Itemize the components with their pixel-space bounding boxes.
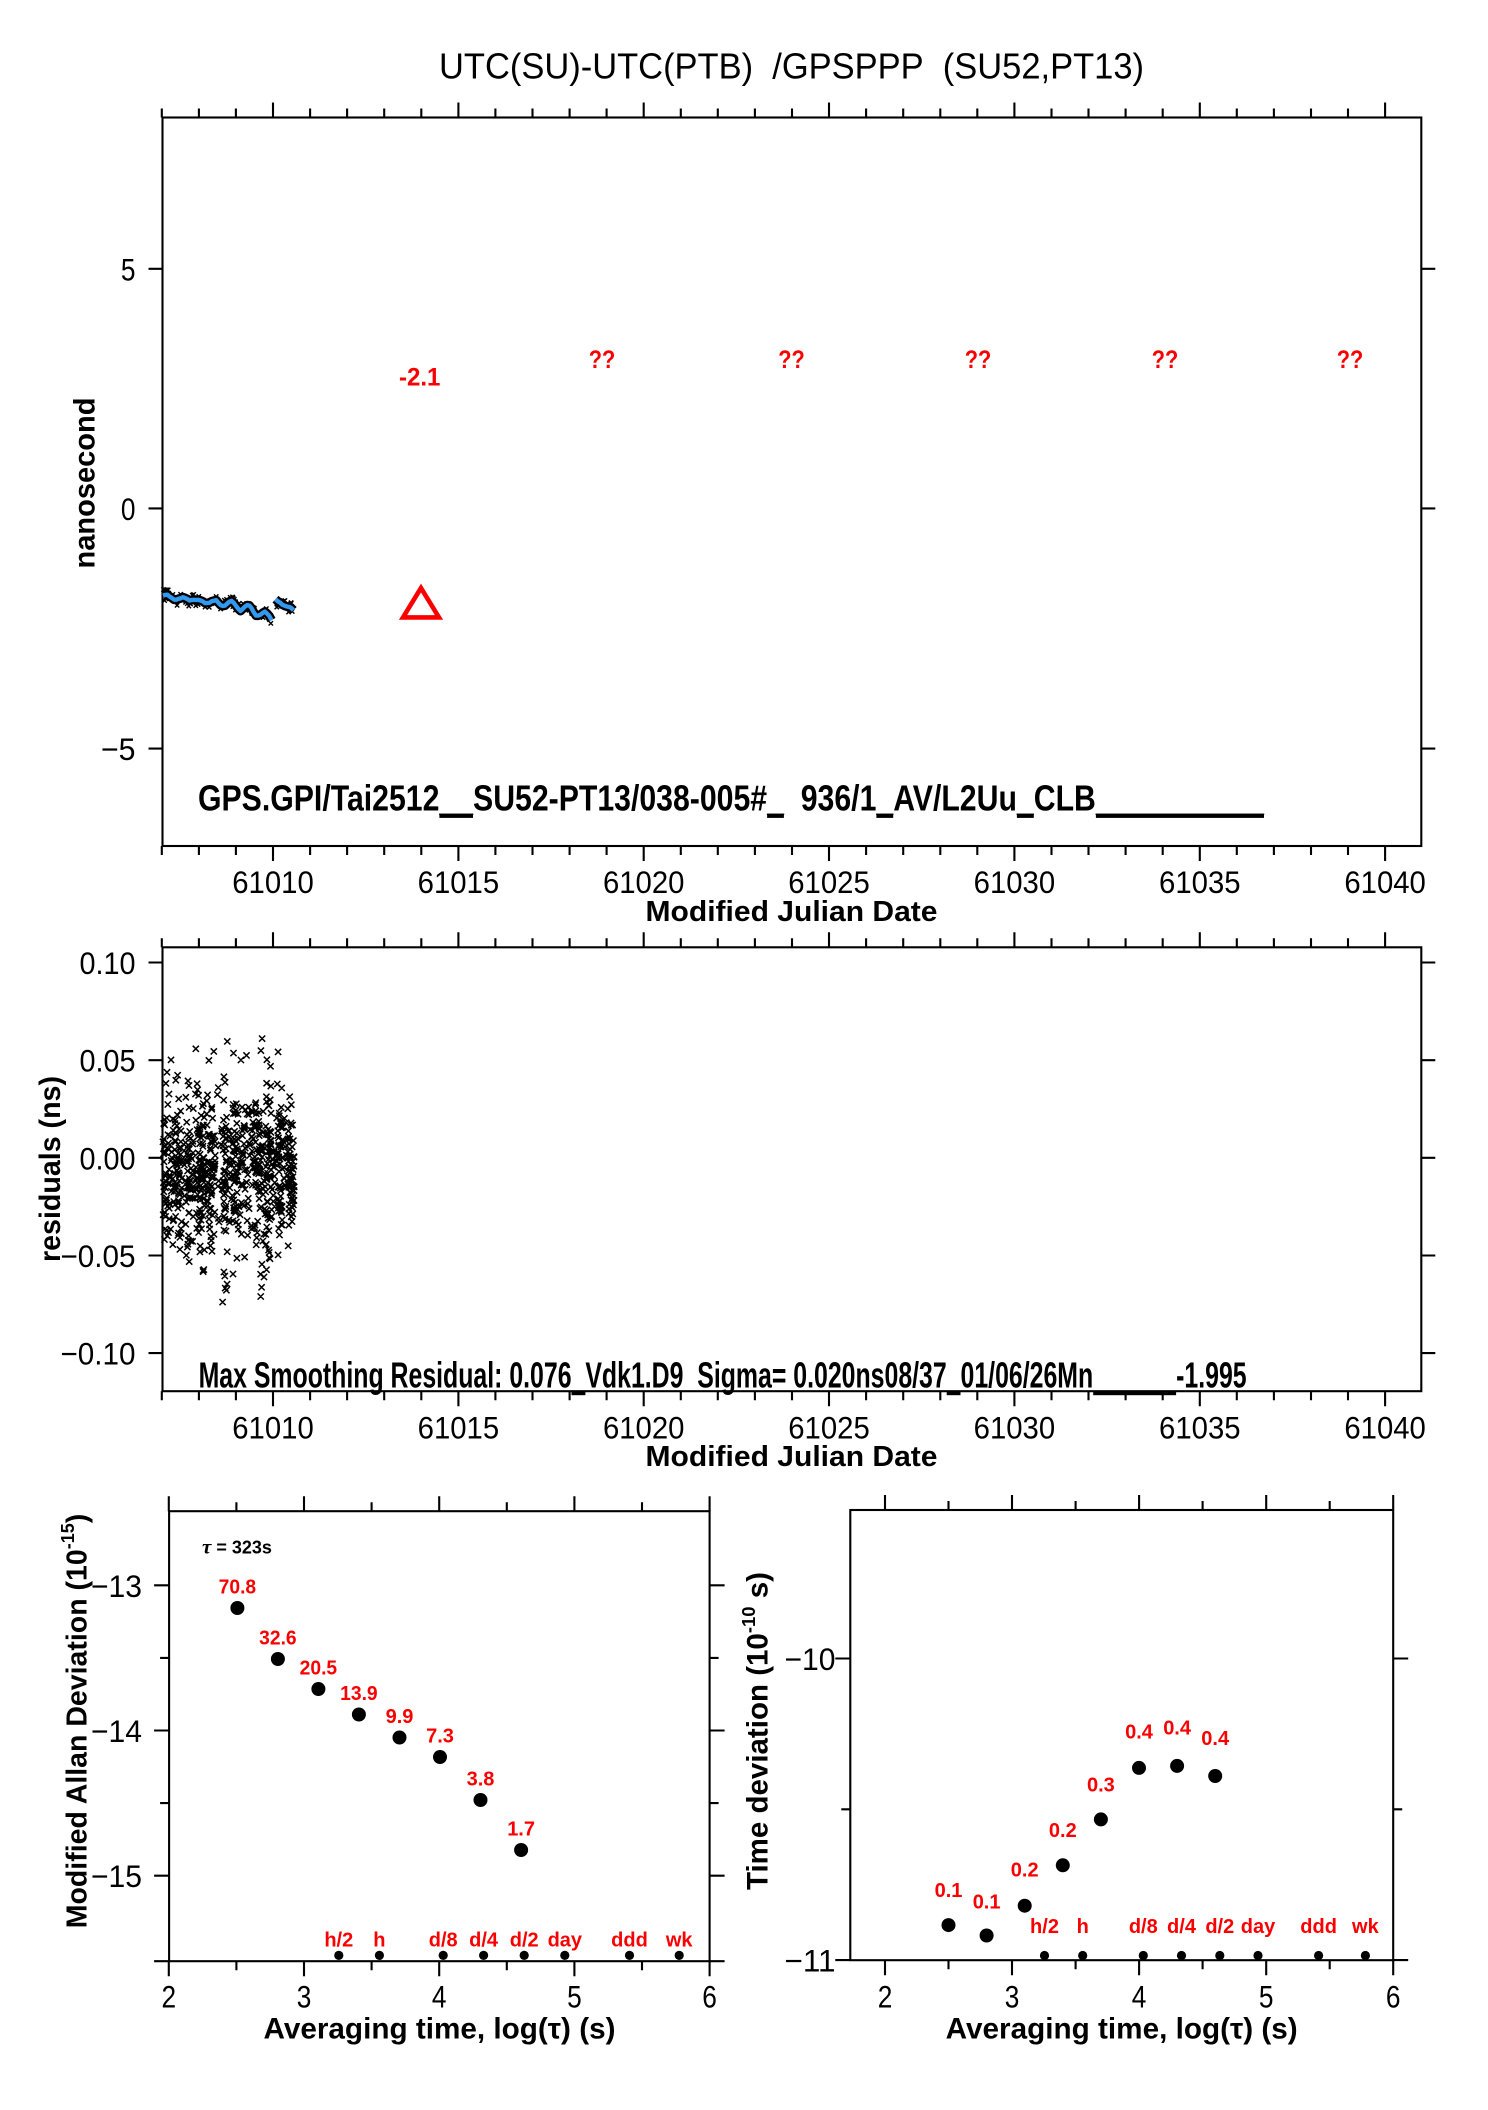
svg-text:nanosecond: nanosecond xyxy=(69,398,102,569)
svg-text:d/8: d/8 xyxy=(1129,1916,1158,1938)
svg-text:0.05: 0.05 xyxy=(80,1043,136,1079)
svg-text:0.2: 0.2 xyxy=(1011,1860,1039,1882)
svg-text:61040: 61040 xyxy=(1344,864,1426,900)
svg-text:d/8: d/8 xyxy=(429,1930,458,1952)
svg-text:d/4: d/4 xyxy=(469,1930,499,1952)
svg-text:20.5: 20.5 xyxy=(300,1658,338,1680)
svg-text:Modified Allan Deviation (10-1: Modified Allan Deviation (10-15) xyxy=(58,1514,94,1929)
svg-text:??: ?? xyxy=(1152,346,1179,374)
svg-text:??: ?? xyxy=(778,346,805,374)
svg-text:h/2: h/2 xyxy=(324,1930,353,1952)
svg-text:6: 6 xyxy=(1386,1978,1401,2014)
svg-text:−14: −14 xyxy=(91,1713,142,1749)
svg-text:-2.1: -2.1 xyxy=(399,364,441,392)
svg-text:UTC(SU)-UTC(PTB) /GPSPPP (SU: UTC(SU)-UTC(PTB) /GPSPPP (SU52,PT13) xyxy=(439,46,1144,86)
svg-text:0.4: 0.4 xyxy=(1201,1728,1230,1750)
svg-text:32.6: 32.6 xyxy=(259,1628,297,1650)
svg-text:0.4: 0.4 xyxy=(1125,1722,1154,1744)
svg-text:4: 4 xyxy=(432,1978,447,2014)
svg-text:4: 4 xyxy=(1132,1978,1147,2014)
svg-text:9.9: 9.9 xyxy=(386,1706,414,1728)
svg-text:0: 0 xyxy=(121,491,136,527)
svg-text:61025: 61025 xyxy=(788,1409,870,1445)
svg-text:61010: 61010 xyxy=(232,864,314,900)
svg-text:61035: 61035 xyxy=(1159,1409,1241,1445)
svg-text:5: 5 xyxy=(121,251,136,287)
svg-text:2: 2 xyxy=(162,1978,177,2014)
svg-text:3.8: 3.8 xyxy=(467,1769,495,1791)
svg-text:??: ?? xyxy=(1337,346,1364,374)
svg-text:wk: wk xyxy=(1351,1916,1380,1938)
svg-text:GPS.GPI/Tai2512__SU52-PT13/038: GPS.GPI/Tai2512__SU52-PT13/038-005#_ 936… xyxy=(198,777,1265,818)
svg-text:0.2: 0.2 xyxy=(1049,1820,1077,1842)
svg-text:−5: −5 xyxy=(101,731,136,767)
svg-text:0.4: 0.4 xyxy=(1163,1718,1192,1740)
svg-text:h: h xyxy=(1077,1916,1089,1938)
svg-text:13.9: 13.9 xyxy=(340,1683,378,1705)
svg-text:0.1: 0.1 xyxy=(935,1880,963,1902)
svg-text:0.3: 0.3 xyxy=(1087,1774,1115,1796)
svg-text:−0.10: −0.10 xyxy=(61,1336,136,1372)
svg-text:τ = 323s: τ = 323s xyxy=(202,1535,272,1559)
svg-text:61030: 61030 xyxy=(974,1409,1056,1445)
svg-text:5: 5 xyxy=(1259,1978,1274,2014)
svg-text:70.8: 70.8 xyxy=(219,1577,257,1599)
svg-text:??: ?? xyxy=(589,346,616,374)
svg-text:residuals (ns): residuals (ns) xyxy=(34,1076,67,1262)
svg-text:h/2: h/2 xyxy=(1030,1916,1059,1938)
svg-text:wk: wk xyxy=(665,1930,694,1952)
svg-text:−11: −11 xyxy=(785,1943,836,1979)
svg-text:day: day xyxy=(1241,1916,1276,1938)
svg-text:ddd: ddd xyxy=(611,1930,648,1952)
svg-text:61040: 61040 xyxy=(1344,1409,1426,1445)
svg-text:61010: 61010 xyxy=(232,1409,314,1445)
svg-text:7.3: 7.3 xyxy=(426,1726,454,1748)
svg-text:6: 6 xyxy=(702,1978,717,2014)
svg-text:−13: −13 xyxy=(91,1568,142,1604)
svg-text:h: h xyxy=(373,1930,385,1952)
svg-text:d/2: d/2 xyxy=(510,1930,539,1952)
svg-text:Max Smoothing Residual: 0.076_: Max Smoothing Residual: 0.076_Vdk1.D9 Si… xyxy=(199,1355,1247,1396)
svg-text:d/4: d/4 xyxy=(1167,1916,1197,1938)
svg-text:61025: 61025 xyxy=(788,864,870,900)
svg-text:5: 5 xyxy=(567,1978,582,2014)
svg-text:−10: −10 xyxy=(785,1641,836,1677)
svg-text:61020: 61020 xyxy=(603,1409,685,1445)
svg-text:−0.05: −0.05 xyxy=(61,1238,136,1274)
svg-text:Modified Julian Date: Modified Julian Date xyxy=(646,896,938,928)
svg-text:61015: 61015 xyxy=(418,864,500,900)
svg-text:61030: 61030 xyxy=(974,864,1056,900)
svg-text:d/2: d/2 xyxy=(1205,1916,1234,1938)
svg-text:2: 2 xyxy=(878,1978,893,2014)
svg-text:3: 3 xyxy=(1005,1978,1020,2014)
svg-text:61020: 61020 xyxy=(603,864,685,900)
svg-text:3: 3 xyxy=(297,1978,312,2014)
svg-text:Averaging time, log(τ) (s): Averaging time, log(τ) (s) xyxy=(264,2013,616,2046)
svg-text:61035: 61035 xyxy=(1159,864,1241,900)
svg-text:0.1: 0.1 xyxy=(973,1892,1001,1914)
svg-text:0.10: 0.10 xyxy=(80,945,136,981)
svg-text:day: day xyxy=(548,1930,583,1952)
svg-text:0.00: 0.00 xyxy=(80,1140,136,1176)
svg-text:61015: 61015 xyxy=(418,1409,500,1445)
svg-text:??: ?? xyxy=(965,346,992,374)
svg-text:Averaging time, log(τ) (s): Averaging time, log(τ) (s) xyxy=(946,2013,1298,2046)
svg-text:1.7: 1.7 xyxy=(507,1819,535,1841)
svg-text:Modified Julian Date: Modified Julian Date xyxy=(646,1441,938,1473)
svg-text:ddd: ddd xyxy=(1300,1916,1337,1938)
svg-text:−15: −15 xyxy=(91,1858,142,1894)
